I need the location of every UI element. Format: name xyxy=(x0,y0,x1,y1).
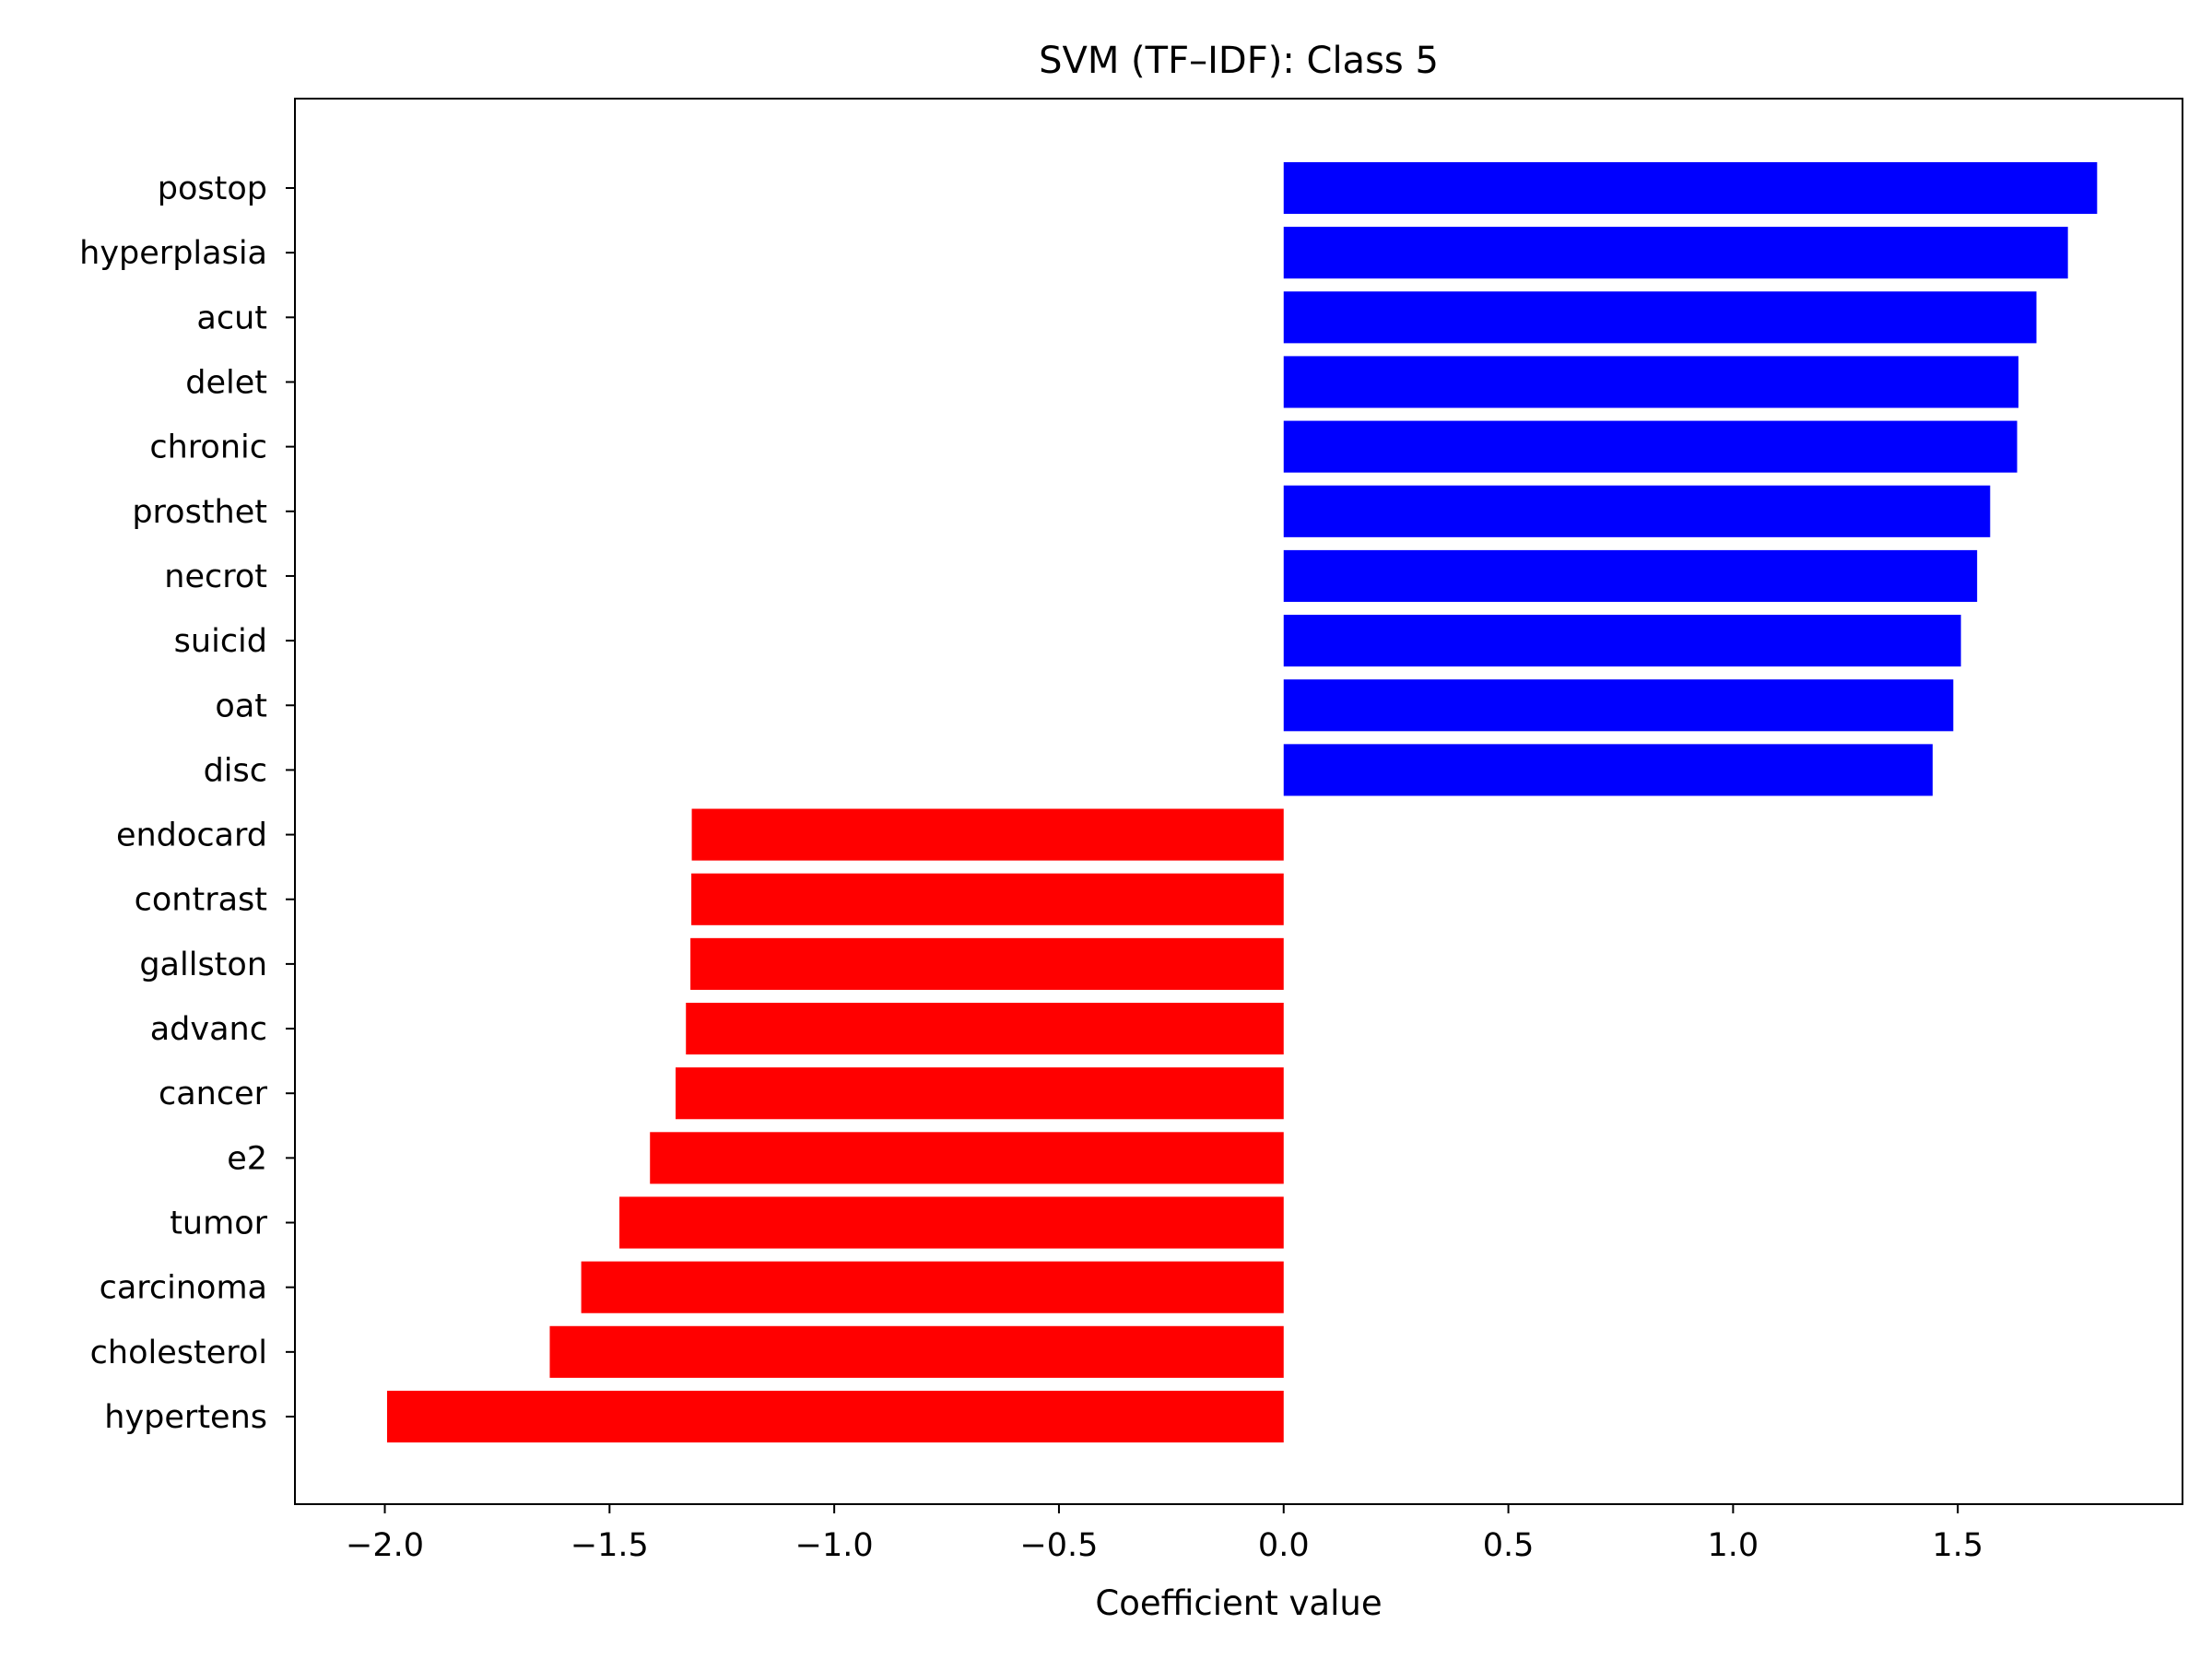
y-tick-label-prosthet: prosthet xyxy=(132,494,267,531)
plot-frame xyxy=(294,98,2183,1505)
y-tick-label-disc: disc xyxy=(204,752,267,789)
y-tick-label-suicid: suicid xyxy=(174,623,267,660)
bar-chronic xyxy=(1283,420,2018,473)
y-tick-label-delet: delet xyxy=(185,364,267,401)
y-tick-label-carcinoma: carcinoma xyxy=(100,1270,267,1307)
y-tick-label-cancer: cancer xyxy=(159,1076,268,1112)
x-tick-label-2: −1.0 xyxy=(795,1527,874,1564)
bar-endocard xyxy=(691,808,1284,861)
x-axis: −2.0 −1.5 −1.0 −0.5 0.0 0.5 1.0 1.5 xyxy=(346,1504,1983,1564)
y-tick-label-contrast: contrast xyxy=(135,882,267,919)
chart-title: SVM (TF–IDF): Class 5 xyxy=(1039,40,1439,82)
x-tick-label-6: 1.0 xyxy=(1708,1527,1759,1564)
y-tick-label-hypertens: hypertens xyxy=(104,1399,267,1436)
bar-delet xyxy=(1283,356,2019,408)
bar-suicid xyxy=(1283,615,1961,667)
bar-oat xyxy=(1283,679,1954,732)
bar-e2 xyxy=(650,1132,1284,1184)
bar-cancer xyxy=(676,1067,1284,1120)
y-tick-label-tumor: tumor xyxy=(170,1206,267,1242)
bar-cholesterol xyxy=(549,1325,1284,1378)
bar-postop xyxy=(1283,161,2098,215)
bar-necrot xyxy=(1283,549,1978,603)
bar-disc xyxy=(1283,744,1933,796)
bars-group xyxy=(386,161,2098,1443)
bar-hyperplasia xyxy=(1283,227,2068,279)
y-tick-label-postop: postop xyxy=(158,171,267,207)
y-tick-label-advanc: advanc xyxy=(150,1011,267,1048)
y-tick-label-gallston: gallston xyxy=(139,947,267,983)
y-tick-label-cholesterol: cholesterol xyxy=(90,1335,267,1371)
y-tick-label-endocard: endocard xyxy=(116,818,267,854)
x-tick-label-7: 1.5 xyxy=(1932,1527,1983,1564)
bar-hypertens xyxy=(386,1390,1284,1443)
y-tick-label-hyperplasia: hyperplasia xyxy=(79,235,267,272)
x-tick-label-5: 0.5 xyxy=(1483,1527,1535,1564)
bar-acut xyxy=(1283,291,2037,344)
x-tick-label-3: −0.5 xyxy=(1019,1527,1098,1564)
bar-carcinoma xyxy=(581,1261,1284,1313)
y-axis: postop hyperplasia acut delet chronic prosthe… xyxy=(79,171,295,1436)
x-tick-label-0: −2.0 xyxy=(346,1527,424,1564)
y-tick-label-necrot: necrot xyxy=(164,559,267,595)
y-tick-label-oat: oat xyxy=(215,688,267,724)
bar-contrast xyxy=(691,873,1284,925)
x-axis-label: Coefficient value xyxy=(1095,1583,1382,1623)
y-tick-label-chronic: chronic xyxy=(149,429,267,466)
bar-gallston xyxy=(690,937,1284,990)
x-tick-label-4: 0.0 xyxy=(1258,1527,1310,1564)
bar-tumor xyxy=(619,1196,1284,1249)
y-tick-label-e2: e2 xyxy=(227,1140,267,1177)
bar-prosthet xyxy=(1283,485,1991,537)
y-tick-label-acut: acut xyxy=(196,300,267,336)
x-tick-label-1: −1.5 xyxy=(571,1527,649,1564)
bar-advanc xyxy=(686,1002,1284,1055)
